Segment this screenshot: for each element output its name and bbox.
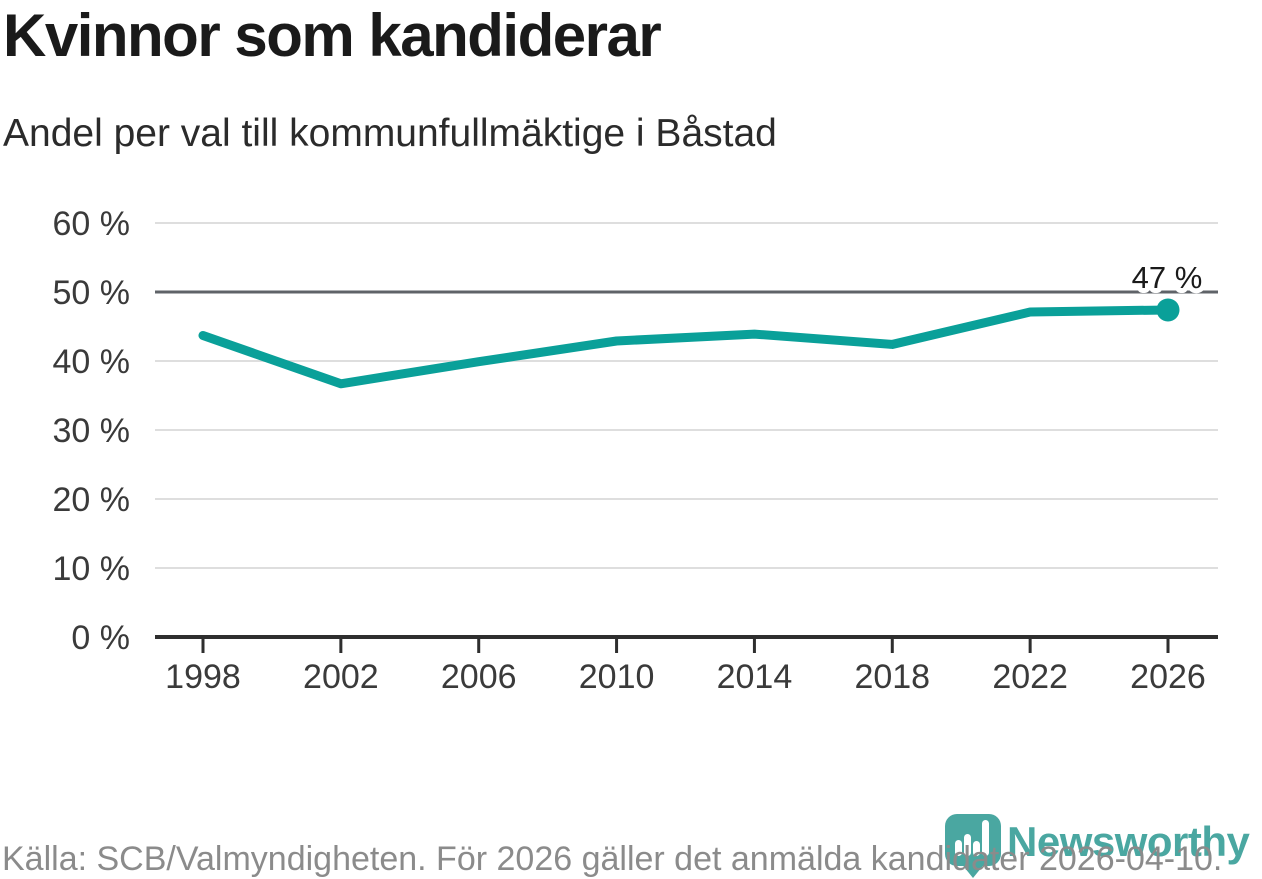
newsworthy-pin-icon: [945, 814, 1001, 878]
pin-tail: [960, 862, 986, 878]
end-value-label: 47 %: [1132, 260, 1203, 295]
x-tick-label: 2026: [1130, 658, 1206, 696]
newsworthy-wordmark: Newsworthy: [1007, 818, 1250, 865]
end-point-marker: [1156, 298, 1180, 322]
x-tick-label: 2018: [854, 658, 930, 696]
x-tick-label: 2022: [992, 658, 1068, 696]
y-tick-label: 20 %: [53, 481, 131, 519]
x-tick-label: 1998: [165, 658, 241, 696]
logo-bar-4: [982, 820, 989, 856]
y-tick-label: 60 %: [53, 205, 131, 243]
logo-bar-1: [955, 840, 962, 856]
y-tick-label: 30 %: [53, 412, 131, 450]
x-tick-label: 2002: [303, 658, 379, 696]
y-tick-label: 0 %: [71, 619, 130, 657]
source-text: Källa: SCB/Valmyndigheten. För 2026 gäll…: [2, 840, 1223, 878]
logo-bar-3: [973, 841, 980, 856]
chart-subtitle: Andel per val till kommunfullmäktige i B…: [3, 112, 777, 155]
logo-bar-2: [964, 834, 971, 856]
y-tick-label: 10 %: [53, 550, 131, 588]
y-tick-label: 40 %: [53, 343, 131, 381]
x-tick-label: 2014: [717, 658, 793, 696]
data-line: [198, 305, 1173, 389]
y-tick-label: 50 %: [53, 274, 131, 312]
x-tick-label: 2006: [441, 658, 517, 696]
x-tick-label: 2010: [579, 658, 655, 696]
chart-title: Kvinnor som kandiderar: [3, 2, 662, 69]
